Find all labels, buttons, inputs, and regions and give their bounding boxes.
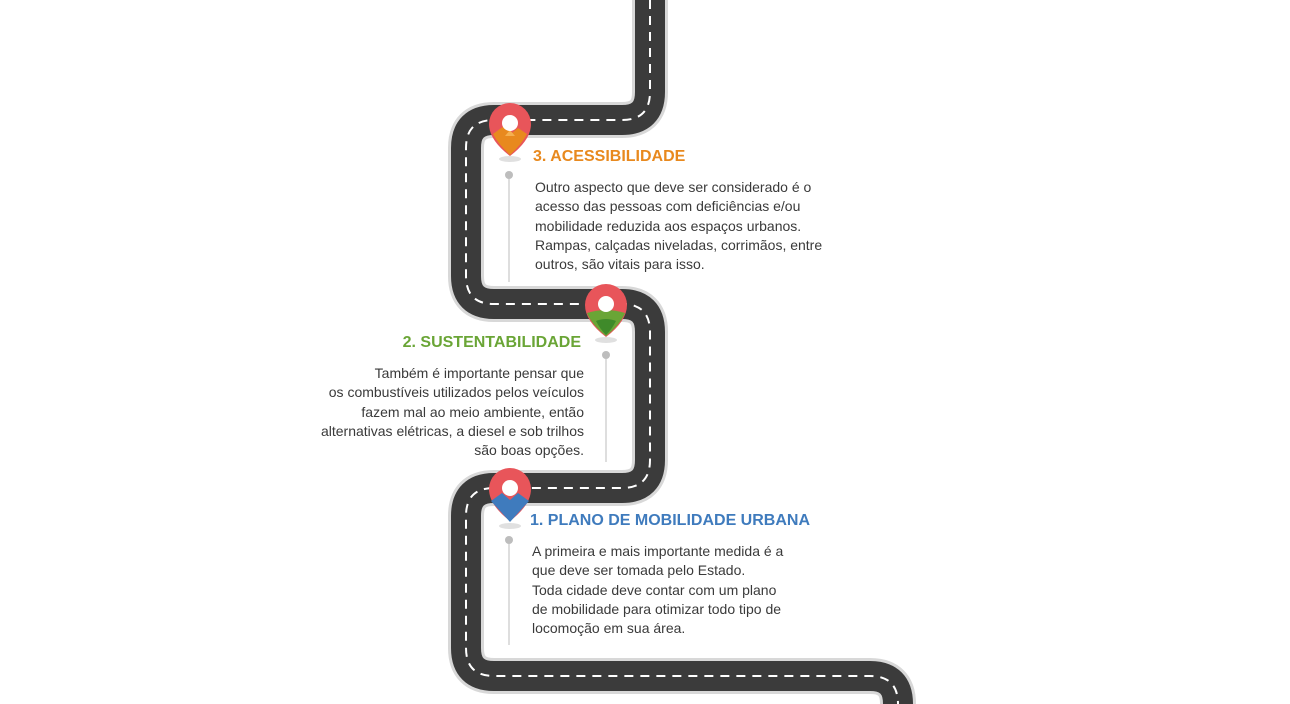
map-pin-icon (585, 284, 627, 343)
step-2-line: fazem mal ao meio ambiente, então (361, 403, 584, 420)
step-1-line: Toda cidade deve contar com um plano (532, 581, 777, 598)
step-2-description: Também é importante pensar que os combus… (321, 364, 584, 460)
step-2-line: os combustíveis utilizados pelos veículo… (328, 384, 584, 401)
step-3-title: 3. ACESSIBILIDADE (533, 148, 686, 165)
step-3-description: Outro aspecto que deve ser considerado é… (535, 178, 822, 274)
map-pin-icon (489, 468, 531, 529)
step-1-description: A primeira e mais importante medida é a … (532, 542, 783, 638)
connector-step-2 (602, 351, 610, 462)
connector-step-3 (505, 171, 513, 282)
step-2-line: alternativas elétricas, a diesel e sob t… (320, 422, 584, 439)
road-center-line (465, 0, 899, 704)
map-pin-icon (489, 103, 531, 162)
step-2-line: são boas opções. (474, 442, 584, 459)
step-1-title: 1. PLANO DE MOBILIDADE URBANA (530, 512, 811, 529)
step-3-line: acesso das pessoas com deficiências e/ou (535, 198, 801, 215)
step-3-line: mobilidade reduzida aos espaços urbanos. (535, 217, 802, 234)
step-1-line: A primeira e mais importante medida é a (532, 543, 784, 559)
step-2-line: Também é importante pensar que (374, 365, 584, 381)
connector-step-1 (505, 536, 513, 645)
step-2-title: 2. SUSTENTABILIDADE (402, 334, 581, 351)
step-1-line: locomoção em sua área. (532, 620, 686, 637)
step-3-line: outros, são vitais para isso. (535, 256, 705, 273)
step-3-line: Rampas, calçadas niveladas, corrimãos, e… (535, 236, 823, 253)
step-1-line: que deve ser tomada pelo Estado. (532, 562, 746, 579)
step-3-line: Outro aspecto que deve ser considerado é… (535, 179, 812, 195)
step-1-line: de mobilidade para otimizar todo tipo de (532, 600, 782, 617)
